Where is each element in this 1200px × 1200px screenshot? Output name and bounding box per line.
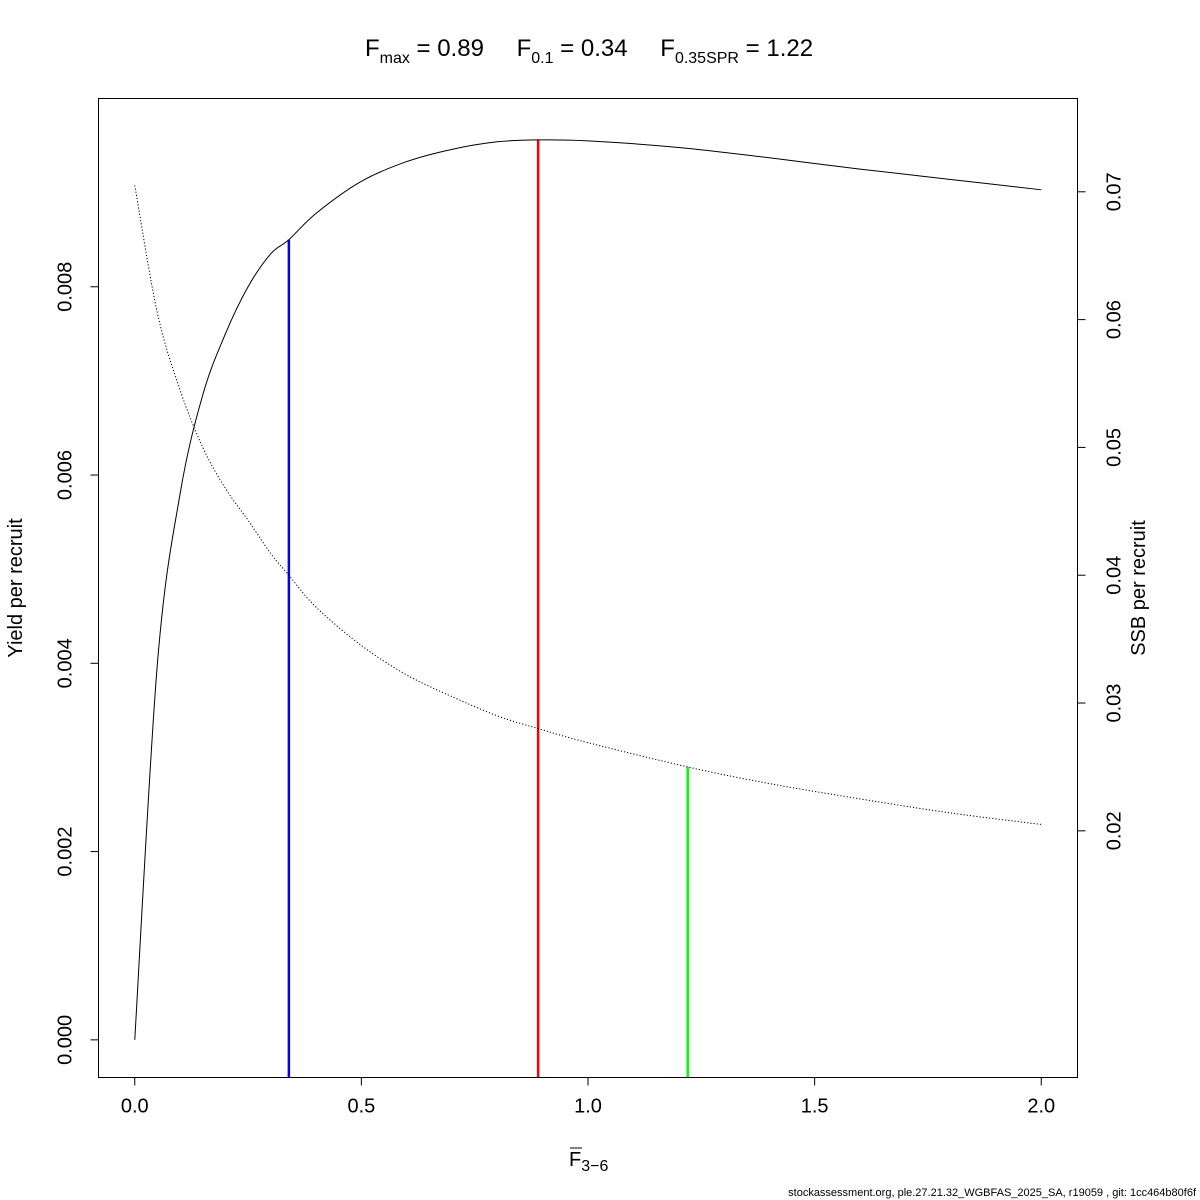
y-left-axis: 0.000 0.002 0.004 0.006 0.008 (55, 262, 99, 1065)
y-right-tick-label: 0.06 (1104, 300, 1126, 339)
ssb-per-recruit-line (134, 185, 1042, 825)
y-left-tick-label: 0.008 (55, 262, 77, 312)
y-left-tick-label: 0.002 (55, 827, 77, 877)
x-tick-label: 1.0 (574, 1096, 602, 1118)
header-f035spr-symbol: F (660, 35, 675, 62)
y-right-tick-label: 0.04 (1104, 556, 1126, 595)
y-left-tick-label: 0.006 (55, 450, 77, 500)
x-tick-label: 1.5 (801, 1096, 829, 1118)
y-left-axis-title: Yield per recruit (5, 518, 27, 658)
x-tick-label: 2.0 (1027, 1096, 1055, 1118)
plot-frame (98, 98, 1078, 1078)
yield-per-recruit-line (134, 139, 1042, 1040)
header-f01-value: 0.34 (581, 35, 628, 62)
curves (134, 139, 1042, 1040)
x-axis-title-main: F (569, 1149, 581, 1171)
y-left-tick-label: 0.000 (55, 1015, 77, 1065)
header-f035spr-subscript: 0.35SPR (675, 50, 739, 67)
footer-text: stockassessment.org, ple.27.21.32_WGBFAS… (788, 1187, 1197, 1199)
x-tick-label: 0.5 (347, 1096, 375, 1118)
header-fmax-symbol: F (365, 35, 380, 62)
reference-lines (287, 139, 689, 1078)
chart-header: Fmax = 0.89 F0.1 = 0.34 F0.35SPR = 1.22 (365, 35, 813, 67)
y-right-tick-label: 0.05 (1104, 428, 1126, 467)
y-right-tick-label: 0.02 (1104, 811, 1126, 850)
svg-text:F3−6: F3−6 (569, 1149, 608, 1175)
y-right-tick-label: 0.07 (1104, 172, 1126, 211)
x-tick-label: 0.0 (121, 1096, 149, 1118)
y-right-tick-label: 0.03 (1104, 684, 1126, 723)
header-f035spr-value: 1.22 (766, 35, 813, 62)
x-axis-title-sub: 3−6 (581, 1158, 608, 1175)
header-fmax-value: 0.89 (437, 35, 484, 62)
header-f01-symbol: F (517, 35, 532, 62)
x-axis: 0.0 0.5 1.0 1.5 2.0 (121, 1077, 1055, 1118)
header-fmax-subscript: max (380, 50, 410, 67)
x-axis-title: F3−6 (569, 1147, 608, 1175)
y-left-tick-label: 0.004 (55, 638, 77, 688)
header-f01-subscript: 0.1 (531, 50, 553, 67)
y-right-axis: 0.02 0.03 0.04 0.05 0.06 0.07 (1077, 172, 1126, 850)
y-right-axis-title: SSB per recruit (1128, 520, 1150, 656)
